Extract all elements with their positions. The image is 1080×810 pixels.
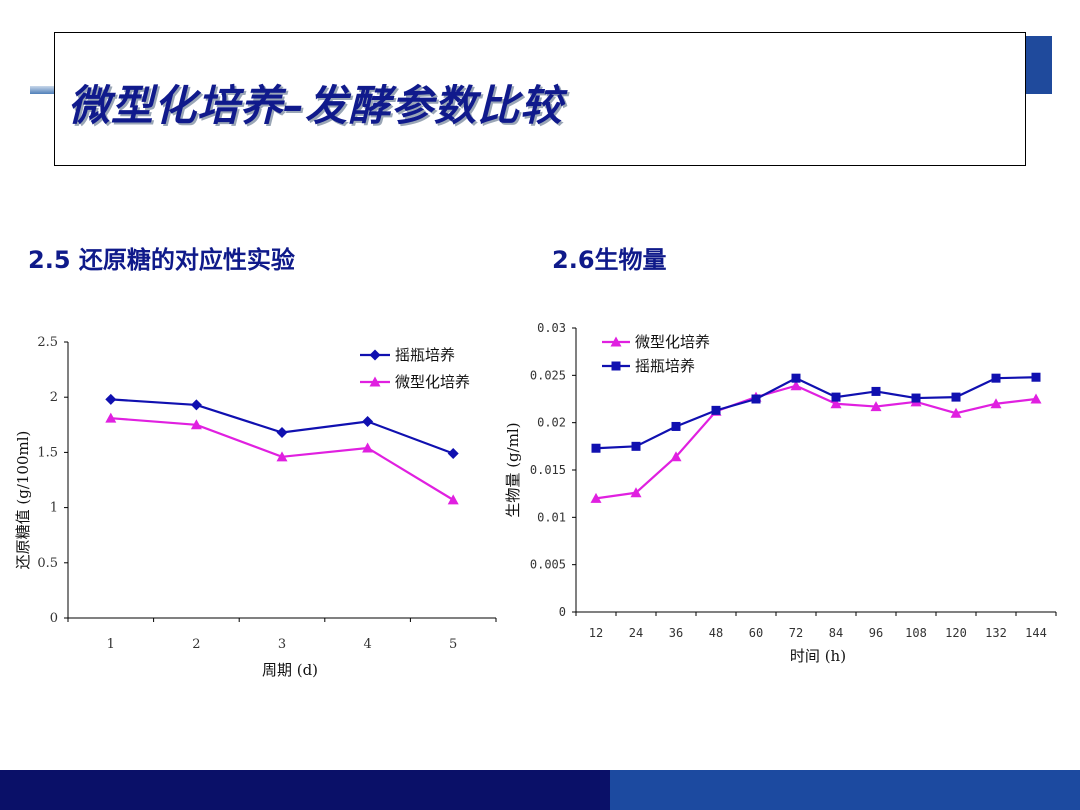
chart2-data-point — [991, 373, 1001, 383]
chart1-legend-label: 摇瓶培养 — [395, 346, 455, 364]
chart1-x-tick-label: 5 — [449, 637, 457, 652]
chart2-legend-label: 微型化培养 — [635, 333, 710, 351]
chart-reducing-sugar: 0 0.5 1 1.5 2 2.5 1 2 3 4 5 周期 (d) 还原糖值 (g/100ml) 摇瓶培… — [14, 335, 497, 679]
chart2-data-point — [1031, 372, 1041, 382]
chart1-x-axis-label: 周期 (d) — [262, 661, 318, 679]
chart2-y-tick-label: 0.015 — [530, 463, 566, 477]
header-accent-left — [30, 86, 60, 94]
chart1-data-point — [362, 442, 374, 453]
chart2-data-point — [790, 380, 802, 391]
title-box — [54, 32, 1026, 166]
chart1-data-point — [362, 415, 374, 427]
chart2-legend-label: 摇瓶培养 — [635, 357, 695, 375]
chart2-data-point — [990, 398, 1002, 409]
chart2-data-point — [870, 401, 882, 412]
chart1-legend-marker — [369, 349, 381, 361]
chart2-data-point — [791, 373, 801, 383]
chart1-legend-label: 微型化培养 — [395, 373, 470, 391]
chart2-y-tick-label: 0.02 — [537, 416, 566, 430]
chart2-x-tick-label: 144 — [1025, 626, 1047, 640]
chart2-legend-marker — [610, 336, 622, 347]
chart2-x-tick-label: 36 — [669, 626, 683, 640]
chart2-x-tick-label: 12 — [589, 626, 603, 640]
chart2-x-tick-label: 108 — [905, 626, 927, 640]
chart2-x-tick-label: 84 — [829, 626, 843, 640]
chart1-x-tick-label: 4 — [363, 637, 371, 652]
chart2-data-point — [751, 394, 761, 404]
chart2-data-point — [951, 392, 961, 402]
chart1-y-tick-label: 0 — [50, 611, 58, 626]
chart1-x-tick-label: 1 — [107, 637, 115, 652]
chart2-y-axis-label: 生物量 (g/ml) — [504, 422, 522, 517]
chart2-x-tick-label: 96 — [869, 626, 883, 640]
chart1-y-tick-label: 1.5 — [37, 445, 58, 460]
chart2-data-point — [591, 443, 601, 453]
chart1-data-point — [447, 448, 459, 460]
chart1-y-tick-label: 2.5 — [37, 335, 58, 350]
chart2-y-tick-label: 0.01 — [537, 510, 566, 524]
chart2-x-tick-label: 72 — [789, 626, 803, 640]
chart2-x-tick-label: 60 — [749, 626, 763, 640]
chart1-data-point — [190, 419, 202, 430]
chart2-data-point — [631, 441, 641, 451]
chart1-data-point — [105, 412, 117, 423]
chart1-y-tick-label: 1 — [50, 501, 58, 516]
chart1-data-point — [190, 399, 202, 411]
chart1-x-tick-label: 2 — [192, 637, 200, 652]
chart1-data-point — [105, 393, 117, 405]
chart2-y-tick-label: 0 — [559, 605, 566, 619]
chart2-x-tick-label: 132 — [985, 626, 1007, 640]
chart2-data-point — [711, 405, 721, 415]
chart2-data-point — [871, 386, 881, 396]
chart-biomass: 0 0.005 0.01 0.015 0.02 0.025 0.03 12 24 36 48 60 72… — [504, 321, 1057, 665]
chart1-y-tick-label: 0.5 — [37, 556, 58, 571]
chart2-x-tick-label: 24 — [629, 626, 643, 640]
chart1-x-tick-label: 3 — [278, 637, 286, 652]
chart1-data-point — [276, 451, 288, 462]
chart2-data-point — [670, 451, 682, 462]
chart2-series-line — [595, 384, 1037, 500]
chart2-data-point — [831, 392, 841, 402]
chart1-legend-marker — [369, 376, 381, 387]
section-title-reducing-sugar: 2.5 还原糖的对应性实验 — [28, 246, 295, 274]
footer-bar-dark — [0, 770, 610, 810]
chart2-x-axis-label: 时间 (h) — [790, 647, 846, 665]
chart2-data-point — [630, 487, 642, 498]
chart1-y-axis-label: 还原糖值 (g/100ml) — [14, 431, 32, 570]
chart2-x-tick-label: 120 — [945, 626, 967, 640]
chart2-series-line — [595, 376, 1037, 450]
section-title-biomass: 2.6生物量 — [552, 246, 667, 274]
header-accent-right — [1026, 36, 1052, 94]
chart2-data-point — [830, 398, 842, 409]
chart2-data-point — [590, 492, 602, 503]
chart1-y-tick-label: 2 — [50, 390, 58, 405]
slide-title: 微型化培养–发酵参数比较 — [68, 81, 564, 130]
chart2-data-point — [950, 407, 962, 418]
footer-bar-blue — [610, 770, 1080, 810]
chart1-data-point — [276, 427, 288, 439]
chart1-series-line — [110, 398, 454, 455]
chart2-y-tick-label: 0.03 — [537, 321, 566, 335]
chart2-legend-marker — [611, 361, 621, 371]
chart2-data-point — [1030, 393, 1042, 404]
chart2-data-point — [671, 421, 681, 431]
chart2-y-tick-label: 0.005 — [530, 558, 566, 572]
chart1-data-point — [447, 494, 459, 505]
chart2-x-tick-label: 48 — [709, 626, 723, 640]
chart2-y-tick-label: 0.025 — [530, 368, 566, 382]
chart2-data-point — [911, 393, 921, 403]
